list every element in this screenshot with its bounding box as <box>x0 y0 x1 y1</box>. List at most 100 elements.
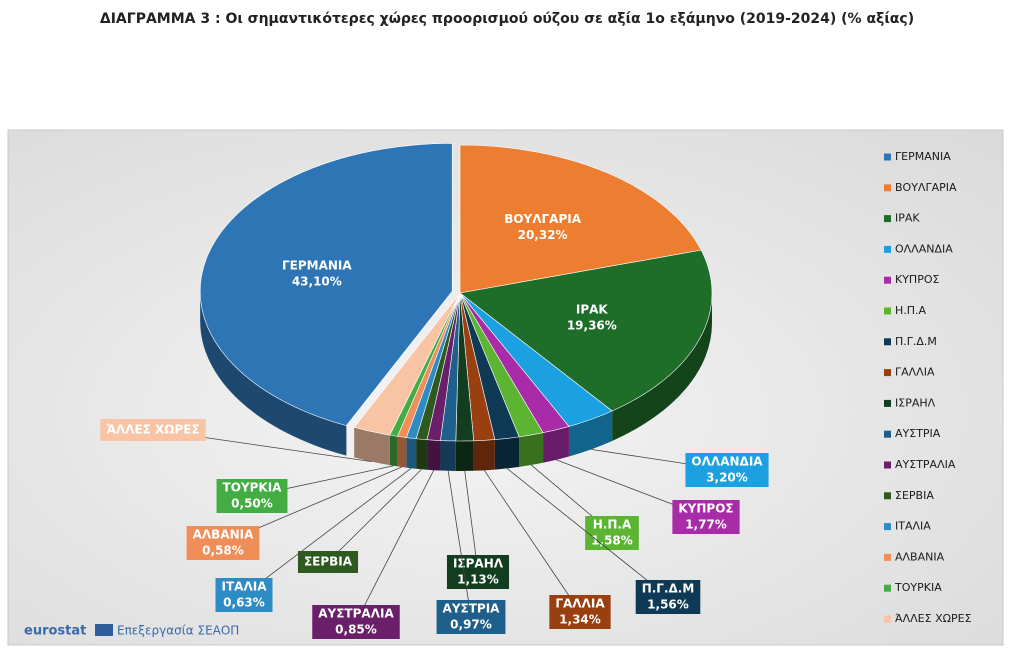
slice <box>199 142 453 426</box>
legend-label: ΙΡΑΚ <box>895 212 920 225</box>
value-label: 0,85% <box>335 623 377 637</box>
label-box: ΓΑΛΛΙΑ 1,34% <box>549 595 611 629</box>
slice-label: ΟΛΛΑΝΔΙΑ <box>691 455 763 469</box>
slice-side <box>406 437 417 469</box>
legend-swatch <box>884 584 891 592</box>
slice-side <box>519 432 544 467</box>
slice-label: ΑΥΣΤΡΑΛΙΑ <box>318 607 394 621</box>
value-label: 1,34% <box>559 613 601 627</box>
slice-label: ΒΟΥΛΓΑΡΙΑ <box>504 212 582 226</box>
slice-label: ΚΥΠΡΟΣ <box>678 502 733 516</box>
label-bg <box>549 595 611 629</box>
legend-label: Η.Π.Α <box>895 304 927 317</box>
label-box: Η.Π.Α1,58% <box>585 516 639 550</box>
slice-side <box>543 426 569 463</box>
label-bg <box>100 419 206 441</box>
legend-label: ΑΛΒΑΝΙΑ <box>895 550 945 563</box>
label-box: Π.Γ.Δ.Μ 1,56% <box>635 580 701 614</box>
slice-side <box>568 410 613 457</box>
slice-side <box>200 291 347 456</box>
legend-swatch <box>884 553 891 561</box>
label-box: ΑΛΒΑΝΙΑ 0,58% <box>186 526 260 560</box>
label-bg <box>297 551 359 573</box>
legend-swatch <box>884 369 891 377</box>
value-label: 1,13% <box>457 573 499 587</box>
legend-label: ΒΟΥΛΓΑΡΙΑ <box>895 181 957 194</box>
slice-side <box>494 436 520 470</box>
label-box: ΟΛΛΑΝΔΙΑ 3,20% <box>685 453 769 487</box>
slice-label: ΙΤΑΛΙΑ <box>222 580 268 594</box>
value-label: 3,20% <box>706 471 748 485</box>
logo-flag <box>95 624 113 636</box>
label-bg <box>312 605 400 639</box>
legend-label: ΣΕΡΒΙΑ <box>895 489 934 502</box>
value-label: 19,36% <box>567 319 617 333</box>
label-bg <box>685 453 769 487</box>
slice-side <box>612 293 712 441</box>
legend-label: ΤΟΥΡΚΙΑ <box>894 581 942 594</box>
value-label: 43,10% <box>292 274 342 288</box>
slice <box>459 144 702 294</box>
slice-label: Η.Π.Α <box>593 518 632 532</box>
slice-label: ΣΕΡΒΙΑ <box>304 555 353 569</box>
label-box: ΣΕΡΒΙΑ <box>297 551 359 573</box>
slice-label: ΓΑΛΛΙΑ <box>555 597 605 611</box>
value-label: 0,50% <box>231 497 273 511</box>
leader-line <box>447 470 472 618</box>
value-label: 20,32% <box>518 228 568 242</box>
slice-side <box>455 440 474 472</box>
label-box: ΚΥΠΡΟΣ 1,77% <box>672 500 740 534</box>
legend-label: Π.Γ.Δ.Μ <box>895 335 937 348</box>
legend-swatch <box>884 184 891 192</box>
slice-label: ΓΕΡΜΑΝΙΑ <box>282 258 352 272</box>
value-label: 0,58% <box>202 544 244 558</box>
slice-label: ΤΟΥΡΚΙΑ <box>223 481 283 495</box>
leader-line <box>506 468 669 598</box>
value-label: 1,77% <box>685 518 727 532</box>
label-bg <box>446 555 510 589</box>
slice-side <box>354 427 390 466</box>
label-bg <box>216 479 288 513</box>
legend-swatch <box>884 430 891 438</box>
slice-label: Π.Γ.Δ.Μ <box>642 582 695 596</box>
legend-swatch <box>884 615 891 623</box>
slice-side <box>397 436 407 468</box>
legend-swatch <box>884 492 891 500</box>
legend-swatch <box>884 307 891 315</box>
source: Επεξεργασία ΣΕΑΟΠ <box>117 624 239 638</box>
value-label: 1,56% <box>647 598 689 612</box>
leader-line <box>355 470 435 623</box>
legend-swatch <box>884 461 891 469</box>
label-bg <box>585 516 639 550</box>
legend-label: ΟΛΛΑΝΔΙΑ <box>895 242 953 255</box>
slice-label: ΆΛΛΕΣ ΧΩΡΕΣ <box>106 423 199 437</box>
slice <box>459 249 713 412</box>
slice-label: ΙΡΑΚ <box>576 303 609 317</box>
label-bg <box>186 526 260 560</box>
slice-side <box>473 439 495 471</box>
leader-line <box>243 467 412 596</box>
slice-side <box>416 438 428 470</box>
slice-side <box>389 435 398 467</box>
legend-label: ΓΕΡΜΑΝΙΑ <box>895 150 951 163</box>
slice-label: ΙΣΡΑΗΛ <box>453 557 504 571</box>
slice-label: ΑΛΒΑΝΙΑ <box>193 528 255 542</box>
label-box: ΑΥΣΤΡΙΑ 0,97% <box>436 600 506 634</box>
label-box: ΆΛΛΕΣ ΧΩΡΕΣ <box>100 419 206 441</box>
label-box: ΙΣΡΑΗΛ 1,13% <box>446 555 510 589</box>
label-box: ΙΤΑΛΙΑ 0,63% <box>215 578 273 612</box>
legend-label: ΚΥΠΡΟΣ <box>895 273 939 286</box>
label-bg <box>672 500 740 534</box>
legend-swatch <box>884 153 891 161</box>
legend-label: ΙΣΡΑΗΛ <box>895 396 936 409</box>
label-bg <box>215 578 273 612</box>
legend-swatch <box>884 523 891 531</box>
legend-swatch <box>884 215 891 223</box>
legend-swatch <box>884 338 891 346</box>
leader-line <box>483 470 581 613</box>
legend-swatch <box>884 245 891 253</box>
value-label: 0,63% <box>223 596 265 610</box>
legend-swatch <box>884 276 891 284</box>
slice-side <box>427 439 441 471</box>
